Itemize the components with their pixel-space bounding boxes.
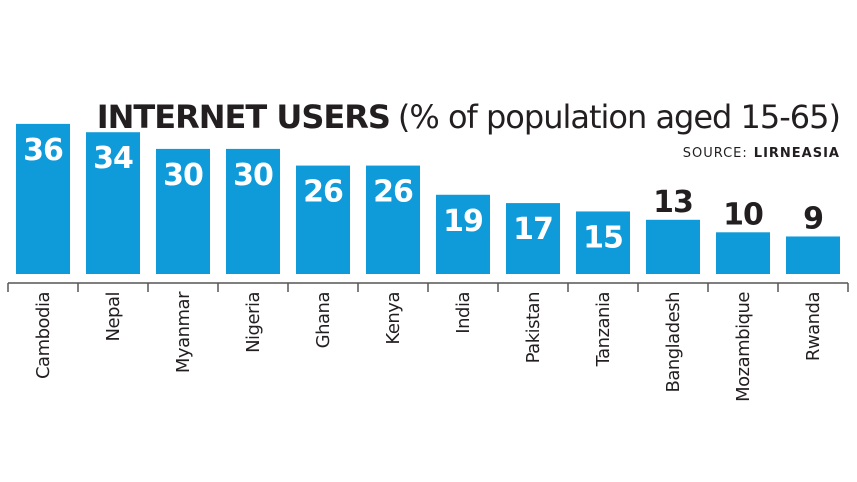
bar (576, 211, 630, 274)
value-label: 19 (443, 204, 483, 239)
bar (366, 165, 420, 274)
value-label: 34 (93, 141, 133, 176)
bar (716, 232, 770, 274)
x-tick-label: Pakistan (523, 292, 544, 363)
x-tick-label: Tanzania (593, 292, 614, 367)
bar (16, 123, 70, 274)
bar (646, 219, 700, 274)
x-tick-label: Mozambique (733, 292, 754, 402)
value-label: 26 (303, 175, 343, 210)
bar (436, 194, 490, 274)
x-tick-label: Nigeria (243, 292, 264, 353)
x-tick-label: India (453, 292, 474, 334)
source-label: SOURCE: (683, 146, 748, 161)
value-label: 10 (723, 197, 763, 232)
bar (296, 165, 350, 274)
value-label: 13 (653, 185, 693, 220)
x-tick-label: Myanmar (173, 291, 194, 373)
x-tick-label: Bangladesh (663, 292, 684, 393)
chart-subtitle: (% of population aged 15-65) (398, 98, 840, 136)
bar (156, 148, 210, 274)
x-tick-label: Cambodia (33, 292, 54, 379)
value-label: 9 (803, 201, 823, 236)
value-label: 30 (163, 158, 203, 193)
bar (786, 236, 840, 274)
value-label: 26 (373, 175, 413, 210)
chart-title: INTERNET USERS (97, 98, 390, 136)
bar (506, 203, 560, 274)
x-tick-label: Nepal (103, 292, 124, 342)
source-line: SOURCE: LIRNEASIA (683, 146, 840, 161)
x-tick-label: Kenya (383, 292, 404, 345)
value-label: 15 (583, 220, 623, 255)
value-label: 17 (513, 212, 553, 247)
value-label: 36 (23, 133, 63, 168)
bar (86, 132, 140, 274)
value-label: 30 (233, 158, 273, 193)
chart-heading: INTERNET USERS (% of population aged 15-6… (97, 98, 840, 136)
x-tick-label: Ghana (313, 292, 334, 348)
x-tick-label: Rwanda (803, 292, 824, 361)
bar (226, 148, 280, 274)
source: LIRNEASIA (754, 146, 840, 161)
